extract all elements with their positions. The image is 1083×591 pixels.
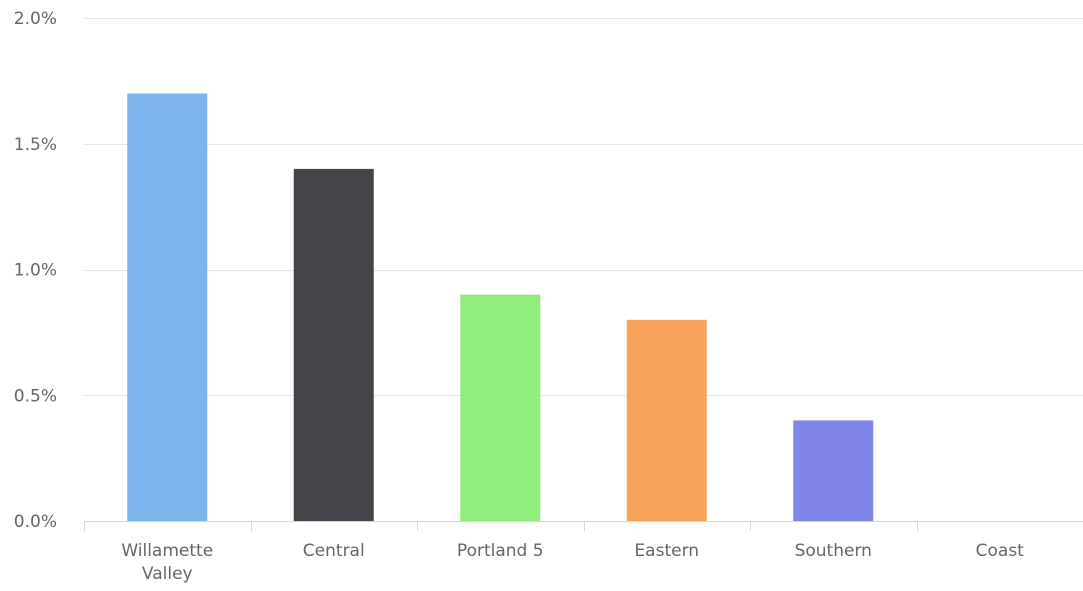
bar-central[interactable] bbox=[293, 168, 374, 521]
y-tick-label: 2.0% bbox=[14, 9, 57, 29]
y-tick-label: 1.0% bbox=[14, 261, 57, 281]
y-axis-tick-labels: 0.0% 0.5% 1.0% 1.5% 2.0% bbox=[14, 9, 57, 532]
x-tick-label: Southern bbox=[795, 541, 872, 561]
x-tick-label: Willamette Valley bbox=[121, 541, 213, 584]
y-tick-label: 0.5% bbox=[14, 386, 57, 406]
x-tick-label: Eastern bbox=[634, 541, 699, 561]
bar-portland-5[interactable] bbox=[460, 294, 541, 521]
x-axis-tick-labels: Willamette Valley Central Portland 5 Eastern… bbox=[121, 541, 1024, 584]
x-axis bbox=[84, 521, 1083, 531]
x-tick-label: Coast bbox=[976, 541, 1025, 561]
bar-eastern[interactable] bbox=[626, 319, 707, 521]
y-tick-label: 1.5% bbox=[14, 135, 57, 155]
bar-southern[interactable] bbox=[793, 420, 874, 521]
x-tick-label: Central bbox=[303, 541, 365, 561]
x-tick-label: Portland 5 bbox=[457, 541, 544, 561]
gridlines bbox=[84, 18, 1083, 396]
bar-willamette-valley[interactable] bbox=[127, 93, 208, 521]
bars bbox=[127, 93, 874, 521]
y-tick-label: 0.0% bbox=[14, 512, 57, 532]
